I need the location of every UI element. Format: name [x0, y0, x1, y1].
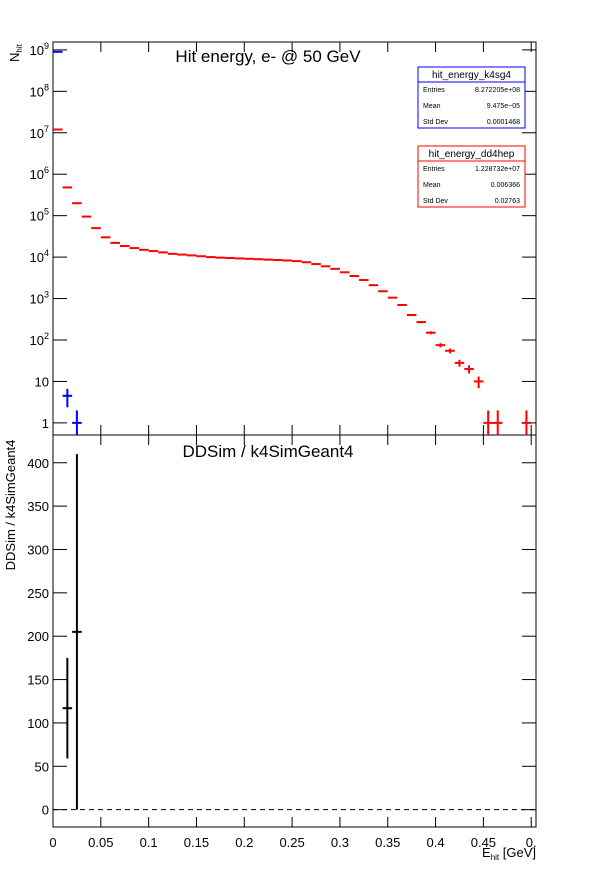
stat-value: 1.228732e+07: [475, 166, 520, 173]
stat-value: 0.0001468: [487, 119, 520, 126]
x-tick-label: 0.1: [140, 835, 158, 850]
y-tick-label: 10: [35, 374, 49, 389]
bottom-title: DDSim / k4SimGeant4: [183, 442, 354, 461]
y-tick-label: 350: [27, 499, 49, 514]
y-label-sub: hit: [15, 43, 24, 52]
plot-area: [53, 50, 532, 435]
x-tick-label: 0.4: [427, 835, 445, 850]
top-title: Hit energy, e- @ 50 GeV: [175, 47, 361, 66]
y-tick-exp: 8: [44, 82, 49, 92]
y-tick-label: 1: [42, 416, 49, 431]
y-tick-label: 103: [30, 290, 49, 307]
y-tick-base: 10: [30, 43, 44, 58]
x-tick-label: 0.3: [331, 835, 349, 850]
stat-label: Mean: [423, 103, 441, 110]
y-tick-label: 300: [27, 542, 49, 557]
y-tick-label: 150: [27, 673, 49, 688]
y-tick-base: 10: [30, 333, 44, 348]
y-tick-exp: 9: [44, 41, 49, 51]
y-tick-label: 108: [30, 82, 49, 99]
stat-value: 9.475e−05: [487, 103, 520, 110]
x-tick-label: 0.15: [184, 835, 209, 850]
stat-value: 8.272205e+08: [475, 87, 520, 94]
y-tick-base: 10: [30, 84, 44, 99]
y-tick-base: 10: [30, 167, 44, 182]
stat-value: 0.02763: [495, 198, 520, 205]
stat-label: Entries: [423, 166, 445, 173]
x-label-main: E: [482, 845, 491, 860]
top-y-label: Nhit: [7, 43, 24, 62]
x-tick-label: 0: [49, 835, 56, 850]
y-tick-label: 102: [30, 331, 49, 348]
x-tick-label: 0.25: [279, 835, 304, 850]
stat-label: Entries: [423, 87, 445, 94]
y-tick-base: 10: [30, 250, 44, 265]
x-label-suffix: [GeV]: [499, 845, 536, 860]
x-tick-label: 0.35: [375, 835, 400, 850]
stat-label: Mean: [423, 182, 441, 189]
stat-label: Std Dev: [423, 119, 448, 126]
y-tick-exp: 3: [44, 290, 49, 300]
y-tick-base: 10: [30, 209, 44, 224]
y-tick-label: 105: [30, 207, 49, 224]
y-tick-label: 100: [27, 716, 49, 731]
y-tick-label: 106: [30, 165, 49, 182]
x-tick-label: 0.2: [235, 835, 253, 850]
y-tick-exp: 5: [44, 207, 49, 217]
stat-label: Std Dev: [423, 198, 448, 205]
y-tick-exp: 6: [44, 165, 49, 175]
stat-title: hit_energy_dd4hep: [429, 149, 515, 160]
y-label-main: N: [7, 53, 22, 62]
stat-box: [417, 145, 526, 208]
y-tick-label: 400: [27, 456, 49, 471]
x-tick-label: 0.: [526, 835, 537, 850]
x-label: Ehit [GeV]: [482, 845, 536, 862]
x-label-sub: hit: [491, 853, 500, 862]
y-tick-exp: 7: [44, 124, 49, 134]
bottom-frame: [52, 434, 537, 828]
y-tick-label: 107: [30, 124, 49, 141]
y-tick-label: 200: [27, 629, 49, 644]
y-tick-label: 109: [30, 41, 49, 58]
y-tick-base: 10: [30, 292, 44, 307]
y-tick-exp: 2: [44, 331, 49, 341]
x-tick-label: 0.05: [88, 835, 113, 850]
y-tick-label: 0: [42, 803, 49, 818]
bottom-y-label: DDSim / k4SimGeant4: [3, 440, 18, 571]
plot-area: [53, 454, 536, 811]
stat-box: [417, 66, 526, 129]
y-tick-label: 104: [30, 248, 49, 265]
y-tick-label: 50: [35, 759, 49, 774]
stat-value: 0.006366: [491, 182, 520, 189]
y-tick-label: 250: [27, 586, 49, 601]
y-tick-base: 10: [30, 126, 44, 141]
x-tick-label: 0.45: [471, 835, 496, 850]
y-tick-exp: 4: [44, 248, 49, 258]
stat-title: hit_energy_k4sg4: [432, 70, 511, 81]
